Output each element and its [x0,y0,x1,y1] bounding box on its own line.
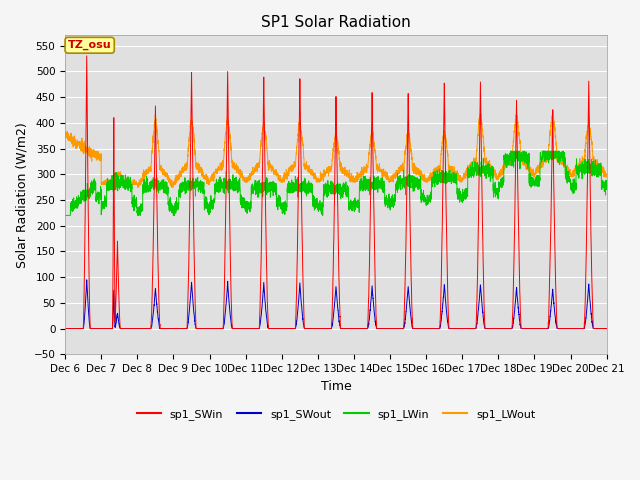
sp1_LWin [428,194,435,200]
Legend: sp1_SWin, sp1_SWout, sp1_LWin, sp1_LWout: sp1_SWin, sp1_SWout, sp1_LWin, sp1_LWout [132,405,540,424]
sp1_LWout [61,130,69,135]
Line: sp1_LWout: sp1_LWout [65,110,607,187]
Y-axis label: Solar Radiation (W/m2): Solar Radiation (W/m2) [15,122,28,268]
sp1_SWin [61,326,69,332]
sp1_LWout [134,184,141,190]
sp1_SWin [159,326,166,332]
sp1_LWin [159,177,166,183]
sp1_SWout [458,326,465,332]
sp1_LWin [488,172,495,178]
sp1_LWout [458,175,465,181]
sp1_LWin [507,148,515,154]
sp1_SWin [603,326,611,332]
sp1_LWout [488,163,496,169]
sp1_SWout [488,326,496,332]
sp1_LWout [603,171,611,177]
sp1_SWin [428,326,435,332]
sp1_SWout [603,326,611,332]
sp1_SWout [316,326,324,332]
sp1_LWin [602,181,610,187]
sp1_SWout [61,326,69,332]
sp1_LWout [602,174,610,180]
Title: SP1 Solar Radiation: SP1 Solar Radiation [261,15,411,30]
sp1_LWin [316,207,323,213]
sp1_SWout [83,277,90,283]
sp1_LWout [316,179,324,185]
sp1_LWin [603,179,611,184]
sp1_SWin [488,326,496,332]
sp1_SWout [428,326,435,332]
sp1_LWin [457,196,465,202]
sp1_LWout [428,176,435,181]
sp1_SWin [83,53,90,59]
sp1_SWout [602,326,610,332]
Line: sp1_LWin: sp1_LWin [65,151,607,216]
X-axis label: Time: Time [321,380,351,393]
Line: sp1_SWin: sp1_SWin [65,56,607,329]
sp1_LWout [477,107,484,113]
sp1_SWin [458,326,465,332]
sp1_SWout [159,326,166,332]
sp1_LWout [159,172,166,178]
Text: TZ_osu: TZ_osu [68,40,111,50]
Line: sp1_SWout: sp1_SWout [65,280,607,329]
sp1_SWin [602,326,610,332]
sp1_LWin [61,213,69,218]
sp1_SWin [316,326,324,332]
